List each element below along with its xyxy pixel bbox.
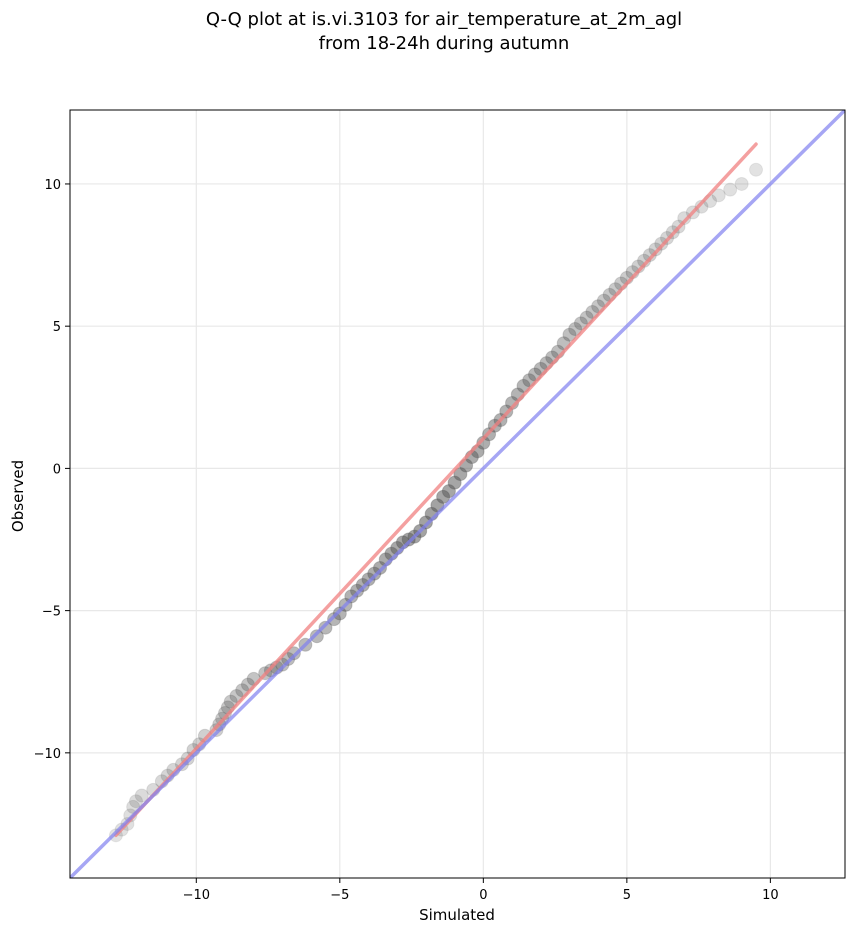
x-tick-label: 5 bbox=[623, 888, 631, 903]
chart-title-line-1: Q-Q plot at is.vi.3103 for air_temperatu… bbox=[206, 9, 682, 30]
quantile-point bbox=[648, 242, 663, 257]
quantile-point bbox=[350, 583, 365, 598]
quantile-point bbox=[209, 723, 224, 738]
quantile-point bbox=[129, 794, 144, 809]
y-tick-label: −10 bbox=[34, 747, 61, 762]
x-axis-label: Simulated bbox=[419, 906, 495, 924]
quantile-point bbox=[677, 211, 692, 226]
fit-line bbox=[114, 142, 758, 838]
quantile-point bbox=[318, 620, 333, 635]
quantile-point bbox=[309, 629, 324, 644]
quantile-point bbox=[281, 651, 296, 666]
quantile-point bbox=[355, 578, 370, 593]
quantile-point bbox=[723, 182, 738, 197]
quantile-point bbox=[332, 606, 347, 621]
y-axis-ticks: −10 −5 0 5 10 bbox=[34, 178, 70, 762]
x-tick-label: −10 bbox=[183, 888, 210, 903]
quantile-point bbox=[562, 327, 577, 342]
quantile-point bbox=[223, 694, 238, 709]
gridlines bbox=[70, 110, 845, 878]
x-axis-ticks: −10 −5 0 5 10 bbox=[183, 878, 779, 903]
quantile-point bbox=[286, 646, 301, 661]
quantile-point bbox=[134, 788, 149, 803]
quantile-point bbox=[573, 316, 588, 331]
y-tick-label: −5 bbox=[42, 605, 61, 620]
quantile-point bbox=[749, 162, 764, 177]
quantile-point bbox=[711, 188, 726, 203]
x-tick-label: −5 bbox=[330, 888, 349, 903]
y-tick-label: 10 bbox=[44, 178, 61, 193]
plot-frame bbox=[69, 109, 846, 879]
identity-line bbox=[70, 110, 845, 878]
y-tick-label: 5 bbox=[53, 320, 61, 335]
x-tick-label: 10 bbox=[762, 888, 779, 903]
y-tick-label: 0 bbox=[53, 462, 61, 477]
quantile-point bbox=[642, 248, 657, 263]
quantile-point bbox=[373, 560, 387, 575]
plot-area bbox=[70, 110, 845, 878]
x-tick-label: 0 bbox=[479, 888, 487, 903]
chart-title-line-2: from 18-24h during autumn bbox=[319, 33, 570, 54]
quantile-point bbox=[568, 322, 583, 337]
quantile-point bbox=[344, 589, 359, 604]
quantile-point bbox=[694, 199, 709, 214]
quantile-point bbox=[734, 176, 749, 191]
quantile-point bbox=[367, 566, 382, 581]
y-axis-label: Observed bbox=[9, 460, 27, 532]
quantile-point bbox=[361, 572, 376, 587]
quantile-point bbox=[327, 612, 342, 627]
